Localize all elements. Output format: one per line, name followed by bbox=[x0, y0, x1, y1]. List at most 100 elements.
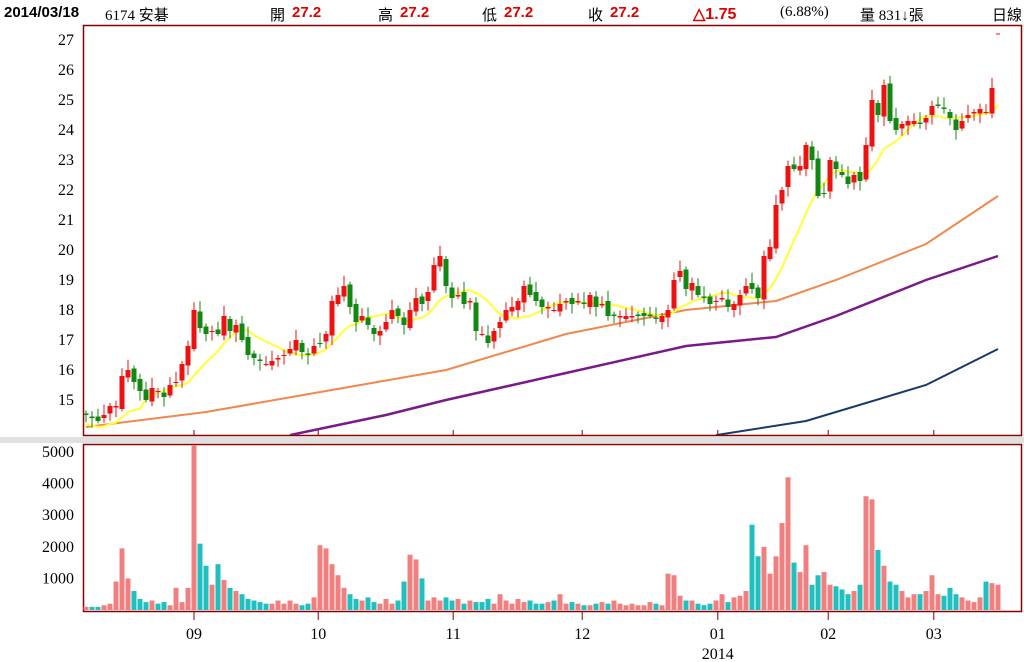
stock-name: 6174 安碁 bbox=[105, 8, 169, 24]
candle-body bbox=[659, 316, 665, 322]
volume-bar bbox=[869, 499, 875, 610]
candle-body bbox=[767, 247, 773, 259]
candle-body bbox=[371, 328, 377, 334]
candle-body bbox=[437, 256, 443, 267]
volume-bar bbox=[935, 594, 941, 610]
candle-body bbox=[887, 83, 893, 121]
candle-body bbox=[149, 388, 155, 402]
open-label: 開 bbox=[270, 8, 286, 24]
candle-body bbox=[551, 310, 557, 311]
volume-bar bbox=[173, 587, 179, 610]
volume-bar bbox=[563, 603, 569, 610]
high-label: 高 bbox=[378, 8, 394, 24]
candle-body bbox=[665, 310, 671, 318]
volume-bar bbox=[341, 587, 347, 610]
volume-bar bbox=[671, 575, 677, 610]
candle-body bbox=[569, 298, 575, 304]
volume-bar bbox=[467, 600, 473, 610]
volume-bar bbox=[167, 605, 173, 610]
volume-bar bbox=[437, 600, 443, 610]
candle-body bbox=[335, 295, 341, 304]
volume-bar bbox=[551, 600, 557, 610]
candle-body bbox=[191, 310, 197, 349]
volume-bar bbox=[371, 602, 377, 610]
candle-body bbox=[125, 370, 131, 378]
volume-bar bbox=[917, 594, 923, 610]
volume-bar bbox=[899, 591, 905, 610]
month-label: 10 bbox=[310, 626, 326, 643]
candle-body bbox=[821, 193, 827, 194]
candle-body bbox=[233, 325, 239, 333]
volume-bar bbox=[479, 602, 485, 610]
volume-bar bbox=[455, 598, 461, 610]
volume-bar bbox=[545, 602, 551, 610]
candle-body bbox=[743, 286, 749, 294]
volume-bar bbox=[587, 605, 593, 610]
candle-body bbox=[275, 358, 281, 360]
date: 2014/03/18 bbox=[4, 4, 80, 21]
candle-body bbox=[443, 259, 449, 286]
candle-body bbox=[143, 389, 149, 400]
volume-bar bbox=[977, 597, 983, 610]
volume-bar bbox=[503, 600, 509, 610]
volume-bar bbox=[287, 600, 293, 610]
volume-bar bbox=[359, 600, 365, 610]
volume-bar bbox=[125, 578, 131, 610]
volume-bar bbox=[365, 597, 371, 610]
candle-body bbox=[323, 334, 329, 342]
period-label: 日線 bbox=[992, 8, 1023, 24]
candle-body bbox=[497, 322, 503, 328]
candle-body bbox=[197, 311, 203, 328]
panel-separator bbox=[0, 437, 1024, 443]
change-pct: (6.88%) bbox=[780, 4, 829, 20]
volume-bar bbox=[107, 603, 113, 610]
candle-body bbox=[203, 326, 209, 334]
volume-bar bbox=[389, 603, 395, 610]
volume-bar bbox=[707, 603, 713, 610]
volume-bar bbox=[857, 584, 863, 610]
candle-body bbox=[257, 359, 263, 361]
candle-body bbox=[563, 301, 569, 303]
volume-bar bbox=[395, 600, 401, 610]
candle-body bbox=[827, 160, 833, 192]
candle-body bbox=[617, 316, 623, 318]
candle-body bbox=[293, 340, 299, 351]
month-label: 12 bbox=[574, 626, 590, 643]
volume-bar bbox=[119, 548, 125, 610]
volume-bar bbox=[785, 477, 791, 610]
volume-bar bbox=[149, 600, 155, 610]
volume-bar bbox=[137, 598, 143, 610]
volume-bar bbox=[227, 587, 233, 610]
month-label: 02 bbox=[820, 626, 836, 643]
volume-bar bbox=[893, 584, 899, 610]
volume-bar bbox=[773, 556, 779, 610]
volume-bar bbox=[179, 602, 185, 610]
close-value: 27.2 bbox=[610, 4, 640, 21]
volume-bar bbox=[233, 591, 239, 610]
candle-body bbox=[761, 256, 767, 300]
open-value: 27.2 bbox=[292, 4, 322, 21]
volume-bar bbox=[593, 603, 599, 610]
volume-bar bbox=[713, 600, 719, 610]
volume-bar bbox=[557, 594, 563, 610]
volume-bar bbox=[923, 591, 929, 610]
candle-body bbox=[383, 322, 389, 330]
volume-bar bbox=[215, 564, 221, 610]
volume-bar bbox=[659, 605, 665, 610]
candle-body bbox=[977, 109, 983, 114]
volume-bar bbox=[701, 605, 707, 610]
volume-bar bbox=[527, 600, 533, 610]
volume-bar bbox=[635, 605, 641, 610]
candle-body bbox=[263, 364, 269, 365]
candle-body bbox=[707, 296, 713, 304]
candle-body bbox=[161, 392, 167, 397]
candle-body bbox=[845, 176, 851, 184]
volume-bar bbox=[941, 595, 947, 610]
high-value: 27.2 bbox=[400, 4, 430, 21]
candle-body bbox=[683, 269, 689, 289]
price-tick-label: 22 bbox=[58, 182, 74, 199]
candle-body bbox=[119, 376, 125, 409]
candle-body bbox=[629, 316, 635, 318]
volume-bar bbox=[251, 600, 257, 610]
candle-body bbox=[581, 302, 587, 304]
